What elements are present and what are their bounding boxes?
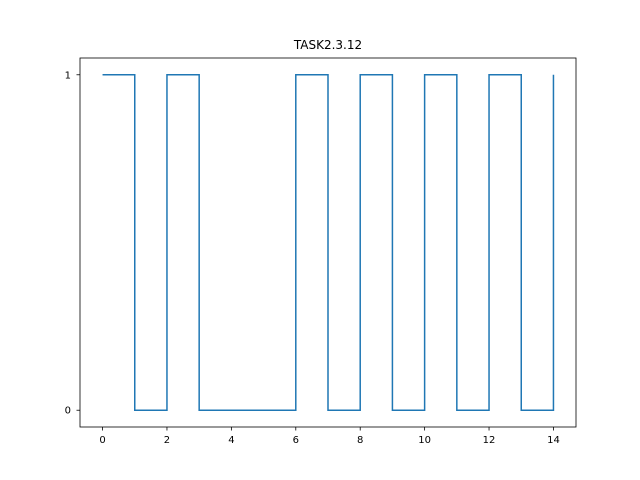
y-axis-ticks: 01 [65, 70, 80, 417]
series-group [102, 74, 555, 411]
x-axis-ticks: 0 2 4 6 8 10 12 14 [99, 427, 560, 446]
y-tick-label: 0 [65, 406, 71, 417]
x-tick-label: 8 [357, 435, 363, 446]
x-tick-label: 14 [547, 435, 560, 446]
x-tick-label: 10 [418, 435, 431, 446]
y-tick-label: 1 [65, 70, 71, 81]
x-tick-label: 0 [99, 435, 105, 446]
series-line [102, 74, 555, 411]
chart-title: TASK2.3.12 [293, 38, 362, 52]
x-tick-label: 4 [228, 435, 234, 446]
plot-area-frame [79, 57, 577, 428]
x-tick-label: 2 [164, 435, 170, 446]
x-tick-label: 12 [483, 435, 496, 446]
x-tick-label: 6 [293, 435, 299, 446]
